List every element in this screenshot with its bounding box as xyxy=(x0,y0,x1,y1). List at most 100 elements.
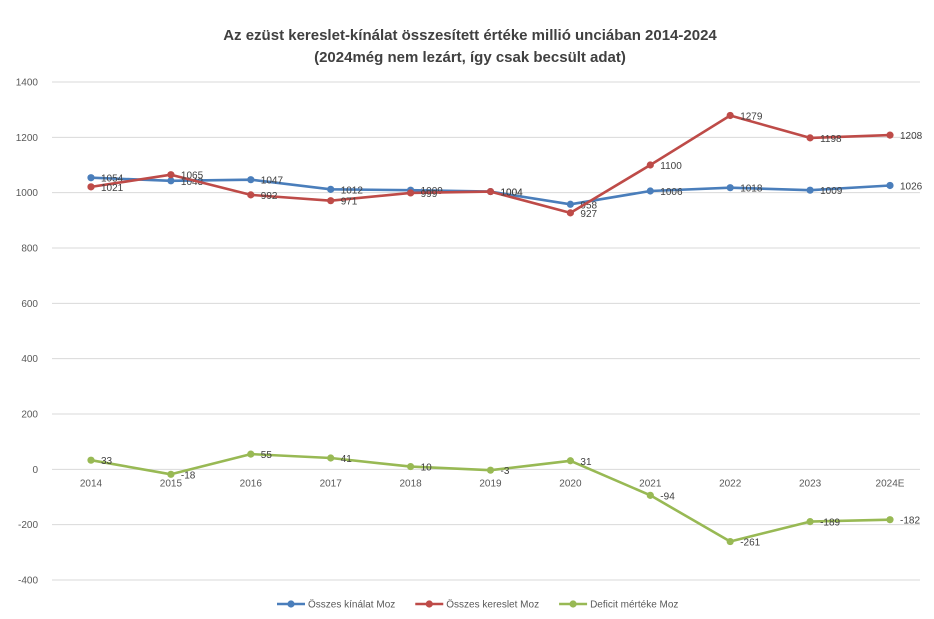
x-tick-label: 2017 xyxy=(320,478,343,489)
series-2: 1021 1065 992 971 999 1004 927 1100 1279 1198 1208 xyxy=(87,111,923,220)
data-label: 927 xyxy=(580,209,597,220)
series-3: 33 -18 55 41 10 -3 31 -94 -261 -189 -182 xyxy=(87,450,920,549)
data-point xyxy=(407,189,415,197)
legend-item: Deficit mértéke Moz xyxy=(559,600,678,611)
data-point xyxy=(327,454,335,462)
data-point xyxy=(486,187,495,196)
x-tick-label: 2020 xyxy=(559,478,582,489)
data-label: 1006 xyxy=(660,187,683,198)
data-point xyxy=(806,186,814,194)
data-label: 31 xyxy=(580,457,592,468)
data-point xyxy=(167,470,175,478)
data-label: 1054 xyxy=(101,174,124,185)
data-label: -261 xyxy=(740,538,760,549)
data-label: -94 xyxy=(660,491,675,502)
legend-label: Összes kínálat Moz xyxy=(308,599,395,611)
data-point xyxy=(327,197,335,205)
data-label: 1009 xyxy=(820,186,843,197)
data-label: 55 xyxy=(261,450,273,461)
data-point xyxy=(806,518,814,526)
y-tick-label: 1200 xyxy=(16,133,39,144)
x-tick-label: 2016 xyxy=(240,478,263,489)
data-point xyxy=(886,181,894,190)
data-point xyxy=(566,209,575,217)
data-point xyxy=(87,456,95,464)
x-tick-label: 2022 xyxy=(719,478,742,489)
data-label: 10 xyxy=(421,463,433,474)
data-point xyxy=(646,161,654,169)
data-label: -189 xyxy=(820,518,840,529)
data-label: 33 xyxy=(101,456,113,467)
legend-swatch-marker xyxy=(425,600,433,608)
data-point xyxy=(87,174,95,182)
data-label: 992 xyxy=(261,191,278,202)
data-label: 1043 xyxy=(181,177,204,188)
chart-title-line-2: (2024még nem lezárt, így csak becsült ad… xyxy=(314,49,626,66)
data-point xyxy=(407,462,415,471)
x-tick-label: 2014 xyxy=(80,478,103,489)
data-label: 41 xyxy=(341,454,353,465)
data-point xyxy=(327,185,335,193)
y-tick-label: -400 xyxy=(18,576,38,587)
chart-title-line-1: Az ezüst kereslet-kínálat összesített ér… xyxy=(223,27,717,44)
y-tick-label: 600 xyxy=(21,299,38,310)
y-tick-label: 0 xyxy=(32,465,38,476)
data-point xyxy=(726,111,734,120)
data-point xyxy=(726,537,734,546)
data-label: 1208 xyxy=(900,131,923,142)
data-point xyxy=(247,191,255,199)
data-label: 1026 xyxy=(900,181,923,192)
data-label: 1004 xyxy=(501,188,524,199)
x-tick-label: 2019 xyxy=(479,478,502,489)
data-label: 1100 xyxy=(660,161,682,172)
y-tick-label: 800 xyxy=(21,244,38,255)
x-tick-label: 2021 xyxy=(639,478,662,489)
x-tick-label: 2018 xyxy=(399,478,422,489)
y-axis: -400 -200 0 200 400 600 800 1000 1200 1400 xyxy=(16,78,39,587)
x-tick-label: 2024E xyxy=(876,478,905,489)
data-point xyxy=(247,450,255,458)
data-point xyxy=(566,200,575,208)
data-point xyxy=(247,176,255,184)
data-point xyxy=(167,171,175,179)
data-label: 971 xyxy=(341,197,358,208)
x-axis: 2014 2015 2016 2017 2018 2019 2020 2021 2022 2023… xyxy=(80,478,905,489)
y-tick-label: 1000 xyxy=(16,188,39,199)
data-point xyxy=(566,457,575,465)
data-label: 1198 xyxy=(820,134,842,145)
data-point xyxy=(886,516,894,524)
y-tick-label: -200 xyxy=(18,520,38,531)
data-label: -182 xyxy=(900,516,920,527)
data-label: -3 xyxy=(501,466,510,477)
data-label: 1279 xyxy=(740,111,763,122)
data-label: 1021 xyxy=(101,183,124,194)
data-label: 1065 xyxy=(181,171,204,182)
data-point xyxy=(806,134,814,142)
data-label: 1047 xyxy=(261,176,284,187)
legend-label: Összes kereslet Moz xyxy=(446,599,539,611)
legend-label: Deficit mértéke Moz xyxy=(590,600,678,611)
y-tick-label: 400 xyxy=(21,354,38,365)
legend-swatch-marker xyxy=(569,600,577,608)
y-tick-label: 1400 xyxy=(16,78,39,89)
legend-item: Összes kínálat Moz xyxy=(277,599,395,611)
legend-swatch-marker xyxy=(287,600,295,608)
data-point xyxy=(726,184,734,192)
data-point xyxy=(167,177,175,185)
data-point xyxy=(87,183,95,191)
data-label: -18 xyxy=(181,470,196,481)
legend: Összes kínálat Moz Összes kereslet Moz Def… xyxy=(277,599,678,611)
x-tick-label: 2015 xyxy=(160,478,183,489)
data-label: 1018 xyxy=(740,184,763,195)
legend-item: Összes kereslet Moz xyxy=(415,599,539,611)
y-tick-label: 200 xyxy=(21,410,38,421)
data-label: 999 xyxy=(421,189,438,200)
x-tick-label: 2023 xyxy=(799,478,822,489)
data-point xyxy=(646,187,654,195)
data-label: 1004 xyxy=(501,188,524,199)
data-point xyxy=(886,131,894,139)
data-label: 958 xyxy=(580,200,597,211)
